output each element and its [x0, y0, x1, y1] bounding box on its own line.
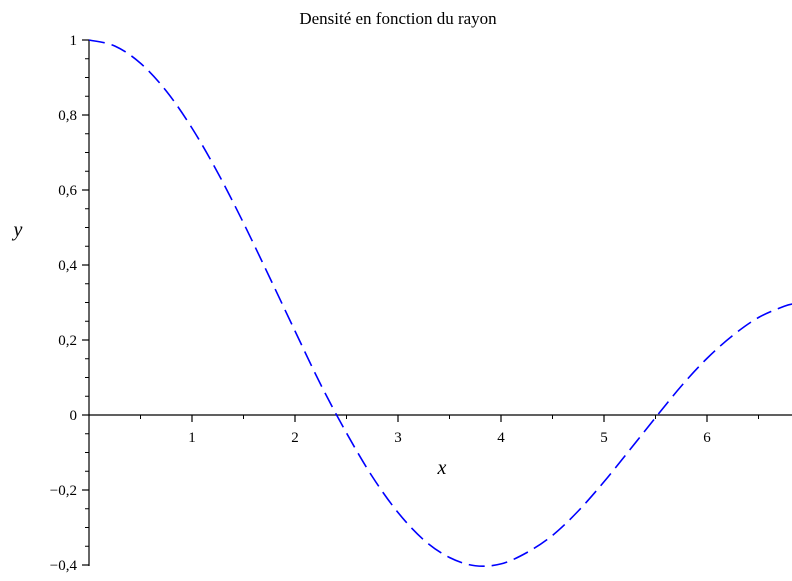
- y-tick-label: −0,2: [50, 483, 77, 499]
- y-tick-label: 0,8: [58, 108, 77, 124]
- x-ticks: 1 2 3 4 5 6: [140, 415, 759, 446]
- y-tick-label: 0: [70, 408, 78, 424]
- chart-title: Densité en fonction du rayon: [299, 9, 497, 28]
- y-tick-label: 0,6: [58, 183, 77, 199]
- x-tick-label: 1: [188, 430, 196, 446]
- x-axis-label: x: [437, 457, 447, 479]
- y-tick-label: −0,4: [50, 558, 78, 574]
- y-tick-label: 1: [70, 33, 78, 49]
- y-ticks: 1 0,8 0,6 0,4 0,2 0 −0,2 −0,4: [50, 33, 89, 574]
- y-axis-label: y: [12, 219, 23, 241]
- x-tick-label: 3: [394, 430, 402, 446]
- plot-area: [88, 39, 792, 568]
- x-tick-label: 6: [703, 430, 711, 446]
- y-tick-label: 0,4: [58, 258, 77, 274]
- x-tick-label: 4: [497, 430, 505, 446]
- x-tick-label: 5: [600, 430, 608, 446]
- y-tick-label: 0,2: [58, 333, 77, 349]
- x-tick-label: 2: [291, 430, 299, 446]
- series-line-0: [88, 39, 792, 568]
